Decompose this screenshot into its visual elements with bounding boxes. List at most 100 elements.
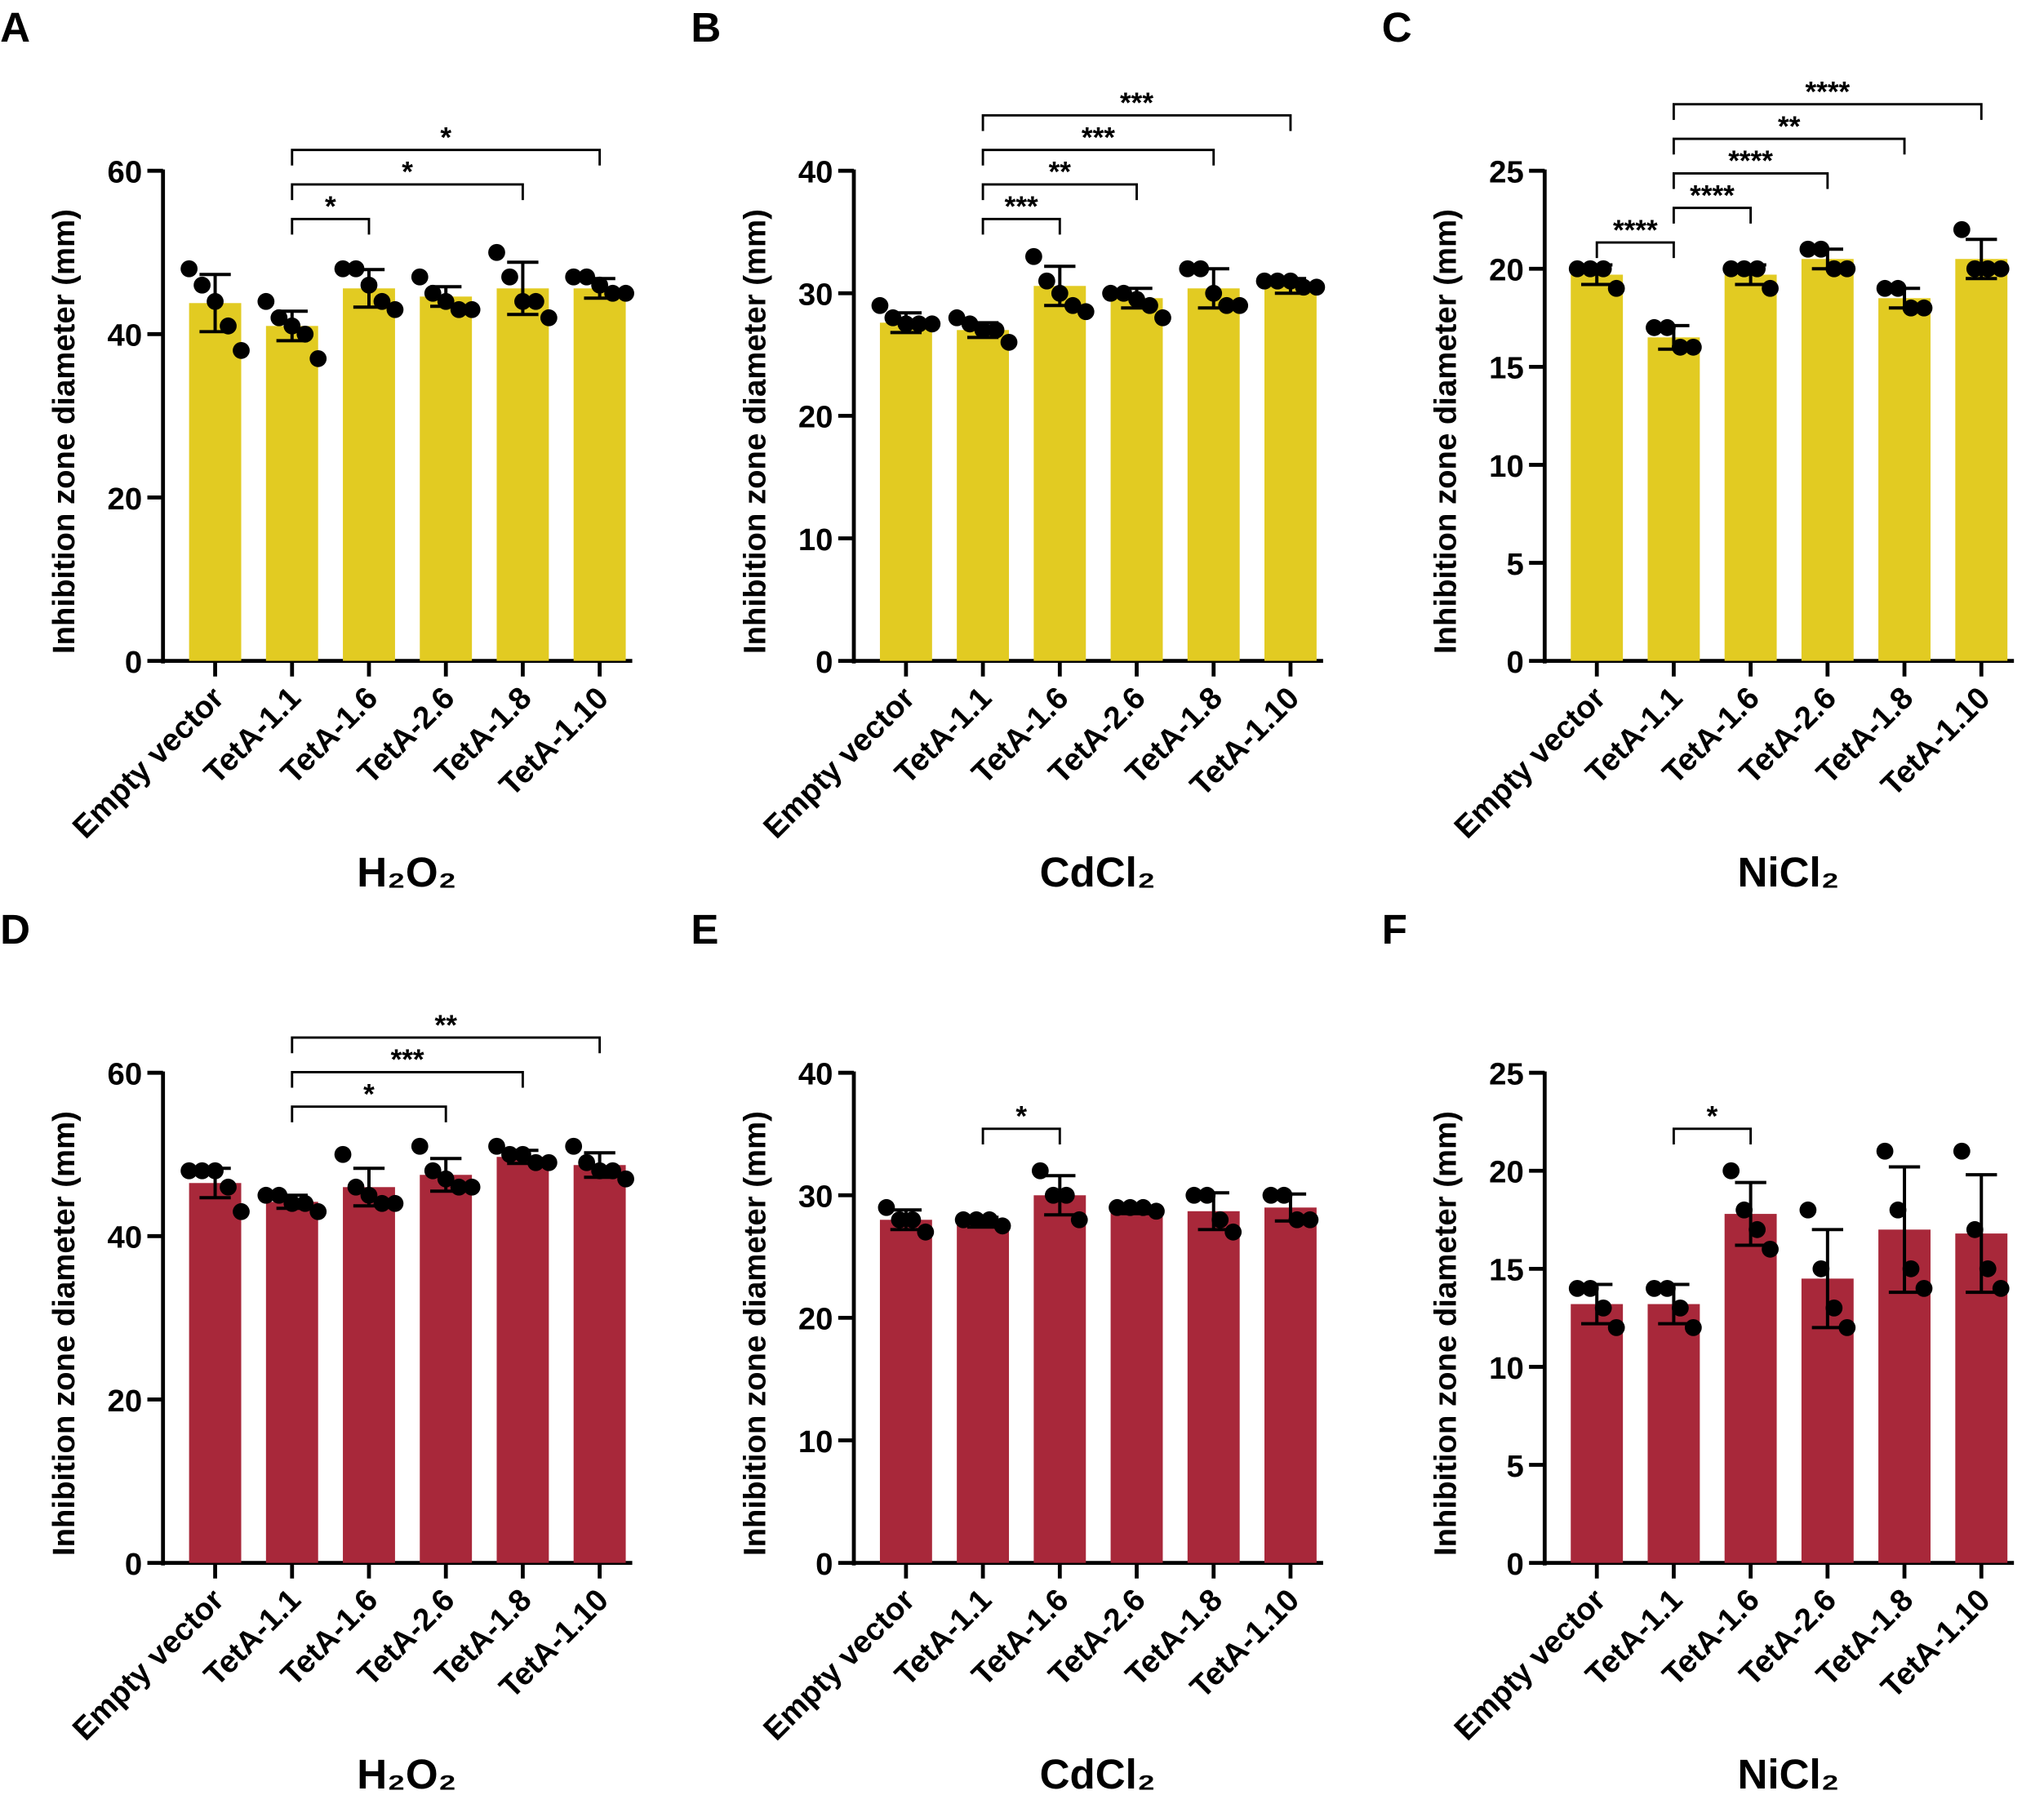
y-tick-label: 10 (798, 522, 833, 558)
data-point (334, 260, 352, 278)
significance-bracket (291, 1070, 524, 1088)
x-axis-label: H₂O₂ (357, 849, 456, 895)
y-tick-label: 40 (108, 318, 143, 353)
bar (879, 1220, 932, 1563)
data-point (1295, 278, 1313, 296)
significance-label: *** (391, 1044, 424, 1076)
data-point (591, 1162, 609, 1180)
data-point (1198, 1186, 1216, 1204)
y-tick-label: 20 (108, 1384, 143, 1419)
data-point (1115, 284, 1132, 302)
data-point (910, 315, 928, 333)
panel-letter: F (1382, 906, 1407, 953)
data-point (360, 1186, 378, 1204)
data-point (871, 296, 889, 314)
significance-bracket (1672, 103, 1983, 120)
data-point (233, 1202, 250, 1220)
data-point (1812, 240, 1830, 258)
data-point (540, 1153, 558, 1171)
y-tick-label: 5 (1506, 547, 1523, 582)
data-point (565, 1137, 583, 1155)
bar (496, 288, 549, 661)
bar (1724, 1214, 1777, 1563)
data-point (604, 284, 621, 302)
y-axis-label: Inhibition zone diameter (mm) (47, 209, 82, 654)
data-point (233, 341, 250, 359)
y-tick-label: 5 (1506, 1449, 1523, 1484)
data-point (193, 276, 211, 294)
data-point (296, 1194, 314, 1212)
data-point (1122, 1198, 1139, 1216)
data-point (1288, 1211, 1306, 1229)
panel-letter: B (691, 4, 721, 51)
y-axis-label: Inhibition zone diameter (mm) (737, 1111, 772, 1556)
data-point (501, 268, 518, 286)
chart-panel-f: F 0 5 10 15 20 25 Inhibition zone diameter (mm)… (1382, 906, 2015, 1797)
data-point (1762, 279, 1779, 297)
data-point (1659, 318, 1676, 336)
data-point (1953, 1142, 1971, 1160)
data-point (897, 315, 915, 333)
y-tick-label: 10 (1489, 449, 1524, 484)
data-point (309, 349, 327, 367)
bar (189, 303, 242, 661)
bar (573, 288, 626, 661)
data-point (1838, 260, 1856, 278)
y-tick-label: 30 (798, 1180, 833, 1215)
data-point (270, 1186, 288, 1204)
data-point (1262, 1186, 1280, 1204)
data-point (1902, 299, 1920, 317)
data-point (1607, 279, 1625, 297)
data-point (1607, 1319, 1625, 1336)
data-point (1594, 260, 1612, 278)
data-point (980, 1211, 998, 1229)
data-point (220, 1178, 237, 1196)
data-point (1211, 1211, 1229, 1229)
bar (573, 1165, 626, 1563)
data-point (1762, 1240, 1779, 1258)
bar (265, 1202, 318, 1563)
data-point (1979, 1260, 1997, 1277)
data-point (1889, 279, 1907, 297)
data-point (604, 1162, 621, 1180)
data-point (923, 315, 941, 333)
data-point (1659, 1279, 1676, 1297)
y-tick-label: 40 (108, 1220, 143, 1255)
bar (1033, 1195, 1086, 1563)
data-point (540, 309, 558, 327)
data-point (1992, 260, 2010, 278)
significance-label: **** (1690, 180, 1735, 211)
y-tick-label: 25 (1489, 1057, 1524, 1092)
data-point (1646, 318, 1663, 336)
data-point (1218, 296, 1236, 314)
bar (189, 1183, 242, 1563)
data-point (220, 317, 237, 335)
y-tick-label: 40 (798, 155, 833, 190)
data-point (1077, 303, 1095, 321)
y-tick-label: 60 (108, 155, 143, 190)
data-point (1799, 1201, 1817, 1219)
data-point (1915, 1279, 1933, 1297)
data-point (488, 243, 505, 261)
data-point (948, 309, 966, 327)
data-point (1812, 1260, 1830, 1277)
bar (957, 330, 1010, 661)
bar (1110, 298, 1163, 661)
data-point (1735, 260, 1753, 278)
y-axis-label: Inhibition zone diameter (mm) (737, 209, 772, 654)
significance-bracket (291, 217, 371, 235)
y-axis-label: Inhibition zone diameter (mm) (1429, 1111, 1464, 1556)
data-point (1231, 296, 1249, 314)
bar (1264, 1207, 1317, 1563)
significance-label: * (1015, 1101, 1027, 1133)
data-point (1799, 240, 1817, 258)
data-point (411, 268, 429, 286)
data-point (987, 321, 1005, 339)
chart-panel-c: C 0 5 10 15 20 25 Inhibition zone diameter (mm)… (1382, 4, 2015, 895)
bar (1264, 286, 1317, 661)
y-tick-label: 20 (798, 400, 833, 435)
data-point (1889, 1201, 1907, 1219)
data-point (463, 1178, 481, 1196)
x-axis-label: H₂O₂ (357, 1751, 456, 1797)
